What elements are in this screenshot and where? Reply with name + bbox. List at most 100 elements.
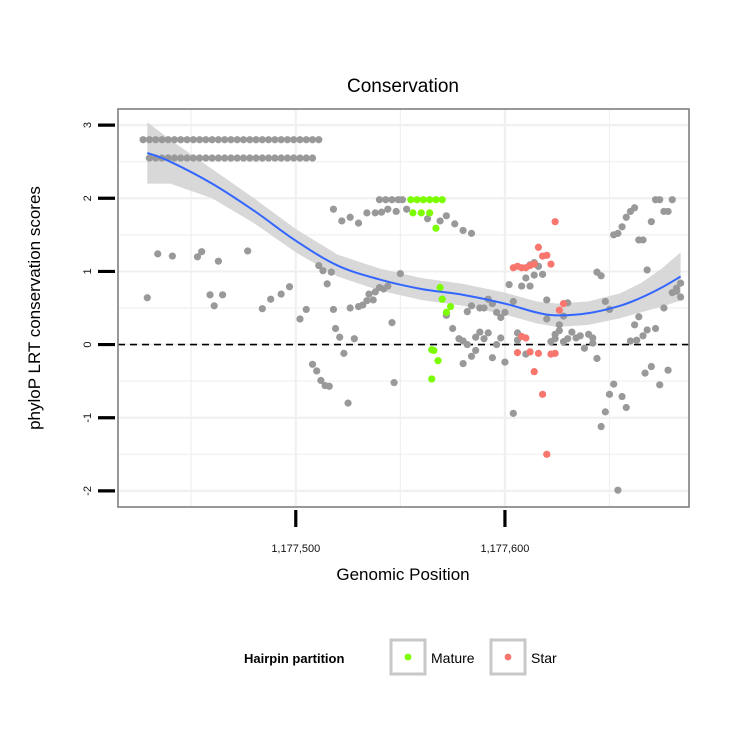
- point-other: [480, 335, 488, 343]
- point-other: [639, 236, 647, 244]
- point-other: [239, 136, 248, 144]
- point-other: [158, 136, 166, 144]
- point-other: [315, 261, 323, 270]
- legend-dot-star: [504, 653, 512, 661]
- point-other: [246, 154, 254, 162]
- point-other: [530, 271, 538, 279]
- point-other: [589, 339, 597, 347]
- point-mature: [419, 196, 427, 204]
- point-other: [296, 315, 304, 323]
- legend: Hairpin partition Mature Star: [244, 638, 557, 676]
- y-tick-label: -1: [82, 413, 94, 423]
- point-other: [635, 313, 643, 321]
- y-tick-label: 3: [82, 122, 94, 128]
- x-tick-label: 1,177,600: [480, 543, 529, 555]
- point-mature: [438, 196, 446, 204]
- point-mature: [430, 346, 438, 355]
- point-other: [329, 205, 338, 213]
- point-other: [601, 297, 609, 306]
- point-other: [302, 154, 310, 162]
- point-other: [258, 154, 266, 162]
- legend-key-mature: [389, 638, 427, 676]
- point-other: [189, 136, 197, 144]
- point-other: [302, 305, 310, 314]
- point-star: [534, 243, 543, 251]
- point-other: [631, 321, 639, 329]
- point-other: [463, 340, 471, 349]
- point-star: [526, 348, 534, 356]
- point-other: [631, 204, 639, 212]
- point-other: [338, 217, 346, 225]
- point-other: [277, 154, 285, 162]
- point-other: [618, 223, 626, 231]
- point-other: [651, 324, 660, 333]
- legend-label-mature: Mature: [431, 650, 475, 666]
- y-tick-label: -2: [82, 486, 94, 496]
- point-other: [258, 136, 266, 144]
- point-other: [340, 349, 348, 357]
- point-other: [308, 154, 317, 162]
- point-other: [308, 136, 317, 144]
- point-other: [484, 329, 492, 337]
- point-other: [467, 229, 476, 237]
- point-other: [518, 282, 526, 290]
- point-other: [363, 297, 371, 305]
- point-other: [382, 196, 390, 204]
- x-tick-label: 1,177,500: [271, 543, 320, 555]
- smooth-confidence-band: [147, 122, 681, 328]
- point-other: [239, 154, 248, 162]
- point-other: [308, 360, 317, 368]
- point-mature: [417, 209, 425, 217]
- point-mature: [428, 375, 436, 383]
- point-other: [233, 136, 241, 144]
- point-mature: [438, 295, 446, 303]
- point-other: [543, 315, 551, 323]
- point-other: [195, 136, 204, 144]
- point-other: [492, 340, 501, 349]
- point-mature: [426, 196, 434, 204]
- point-other: [467, 352, 476, 360]
- point-other: [538, 270, 547, 278]
- legend-label-star: Star: [531, 650, 557, 666]
- point-other: [643, 266, 651, 274]
- point-other: [672, 284, 681, 292]
- point-other: [605, 390, 614, 398]
- point-other: [633, 336, 641, 344]
- point-other: [193, 253, 202, 261]
- point-other: [244, 247, 252, 255]
- legend-key-star: [489, 638, 527, 676]
- point-other: [271, 154, 279, 162]
- point-star: [530, 368, 538, 376]
- point-mature: [446, 302, 455, 311]
- point-other: [522, 274, 530, 282]
- point-other: [214, 154, 222, 162]
- point-star: [513, 349, 522, 357]
- point-other: [436, 217, 444, 225]
- point-other: [656, 196, 664, 204]
- point-other: [492, 308, 501, 316]
- point-other: [451, 220, 459, 228]
- point-other: [449, 324, 457, 333]
- y-axis-title: phyloP LRT conservation scores: [25, 186, 44, 430]
- point-other: [639, 332, 647, 340]
- point-other: [258, 305, 266, 313]
- point-mature: [436, 283, 444, 292]
- point-other: [388, 196, 396, 204]
- point-other: [614, 229, 622, 237]
- point-mature: [413, 196, 421, 204]
- point-other: [580, 344, 589, 352]
- point-other: [152, 136, 160, 144]
- point-star: [551, 218, 559, 226]
- point-other: [208, 136, 216, 144]
- point-other: [285, 283, 294, 291]
- point-other: [664, 366, 672, 374]
- point-other: [641, 369, 649, 377]
- point-other: [388, 319, 396, 327]
- point-other: [325, 382, 333, 390]
- y-tick-label: 2: [82, 195, 94, 201]
- point-other: [664, 207, 672, 216]
- point-other: [277, 290, 285, 298]
- point-other: [264, 154, 273, 162]
- point-other: [589, 334, 597, 342]
- point-other: [252, 136, 260, 144]
